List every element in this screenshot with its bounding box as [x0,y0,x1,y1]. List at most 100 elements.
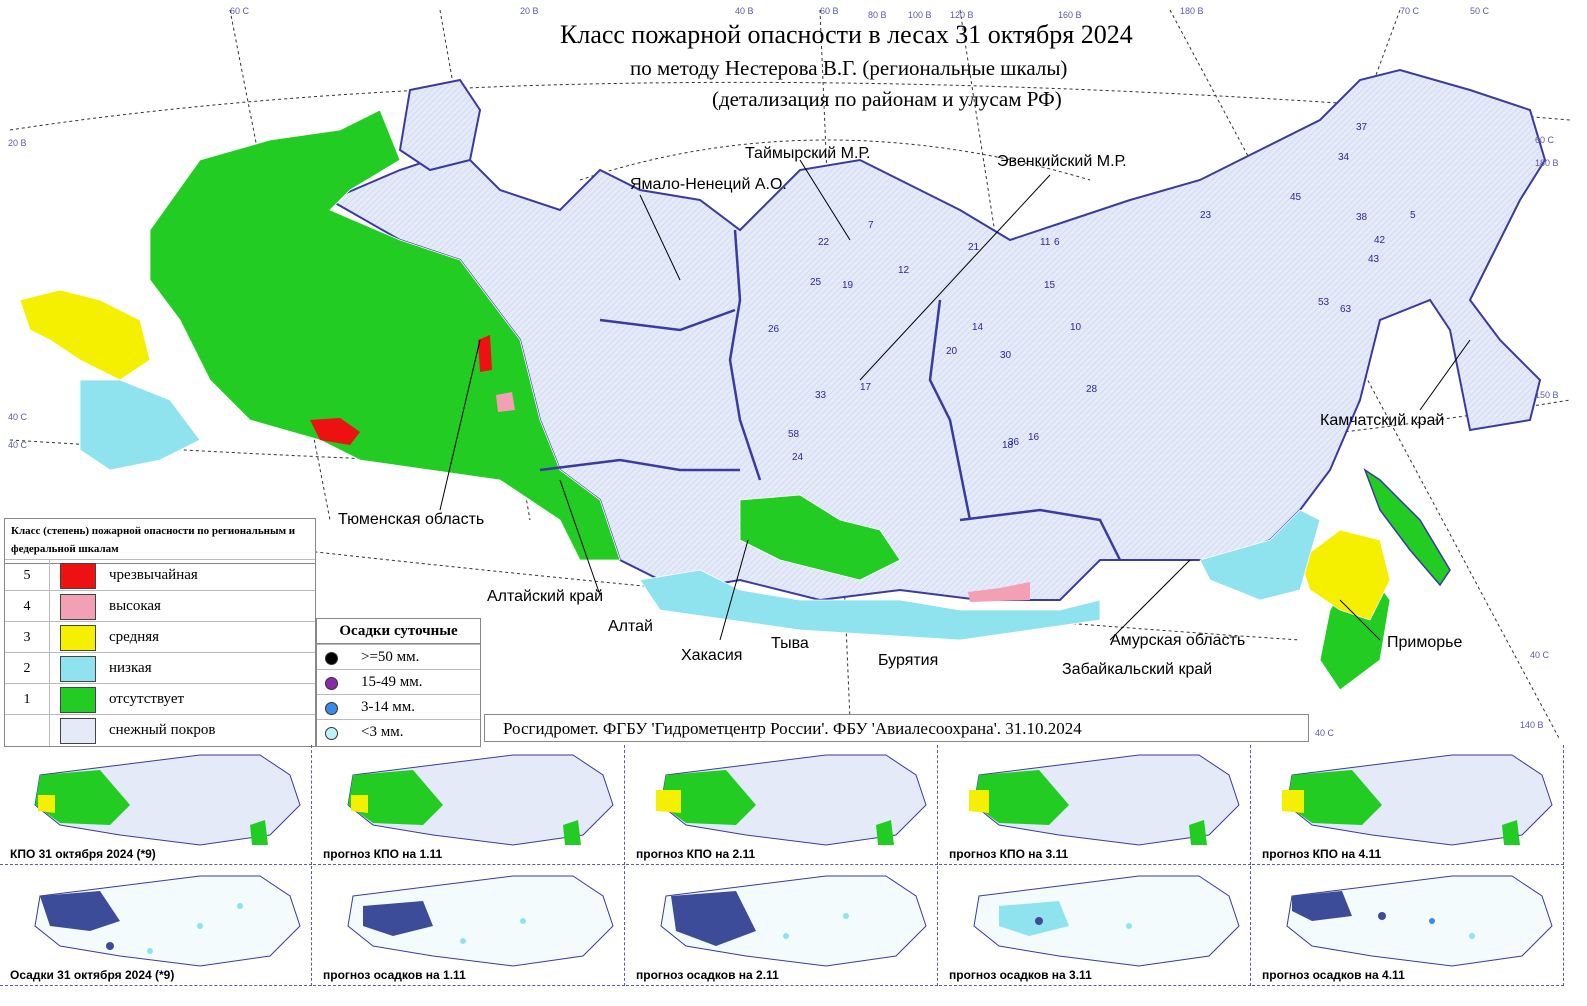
thumbnail-precip-3[interactable]: прогноз осадков на 3.11 [939,866,1251,986]
class2-south [639,569,1101,641]
district-number: 15 [1044,280,1056,291]
district-numbers: 22 19 25 33 17 12 7 14 20 30 26 23 11 6 … [768,122,1416,463]
sakhalin [1363,468,1451,587]
district-number: 28 [1086,384,1098,395]
snow-north-west [398,78,482,172]
class5-spot-1 [310,418,360,445]
thumbnail-caption: прогноз осадков на 2.11 [636,968,779,982]
coord-label: 40 С [1315,728,1335,738]
district-number: 7 [868,220,874,231]
map-subtitle-detail: (детализация по районам и улусам РФ) [712,87,1062,111]
district-number: 37 [1356,122,1368,133]
thumb-map [656,754,927,846]
legend-label: отсутствует [109,691,185,707]
district-number: 22 [818,237,830,248]
precip-dot-icon [325,727,338,740]
district-number: 26 [768,324,780,335]
class1-west [149,109,621,561]
class3-west [19,289,151,381]
district-number: 30 [1000,350,1012,361]
coord-label: 50 С [1470,6,1490,16]
thumbnail-fire-2[interactable]: прогноз КПО на 2.11 [626,745,938,865]
district-number: 23 [1200,210,1212,221]
region-label-taimyr: Таймырский М.Р. [745,145,871,162]
precip-legend-label: >=50 мм. [361,649,420,665]
thumbnail-precip-0[interactable]: Осадки 31 октября 2024 (*9) [0,866,312,986]
district-number: 6 [1054,237,1060,248]
district-number: 53 [1318,297,1330,308]
district-number: 33 [815,390,827,401]
region-label-buryatia: Бурятия [878,652,939,669]
thumbnail-fire-1[interactable]: прогноз КПО на 1.11 [313,745,625,865]
legend-swatch [60,594,96,620]
precipitation-legend: Осадки суточные >=50 мм. 15-49 мм. 3-14 … [316,618,481,747]
thumbnail-caption: прогноз осадков на 1.11 [323,968,466,982]
thumb-map [1286,875,1553,967]
class2-west [79,379,201,471]
thumbnail-precip-4[interactable]: прогноз осадков на 4.11 [1252,866,1564,986]
thumbnail-precip-2[interactable]: прогноз осадков на 2.11 [626,866,938,986]
region-label-kamchatka: Камчатский край [1320,412,1445,429]
legend-row: 3 средняя [5,621,315,653]
class2-amur [1199,509,1321,601]
district-number: 36 [1008,437,1020,448]
thumbnail-fire-4[interactable]: прогноз КПО на 4.11 [1252,745,1564,865]
region-label-amur: Амурская область [1110,632,1246,649]
coord-label: 40 С [8,440,28,450]
thumbnail-caption: прогноз КПО на 4.11 [1262,847,1382,861]
map-subtitle-method: по методу Нестерова В.Г. (региональные ш… [630,56,1068,80]
region-label-tyva: Тыва [771,635,809,652]
legend-row: 1 отсутствует [5,683,315,715]
thumbnail-caption: прогноз КПО на 3.11 [949,847,1069,861]
district-number: 19 [842,280,854,291]
precip-legend-label: 3-14 мм. [361,699,415,715]
fire-class-legend: Класс (степень) пожарной опасности по ре… [4,518,316,747]
district-number: 10 [1070,322,1082,333]
thumb-map [1282,754,1553,846]
district-number: 14 [972,322,984,333]
district-number: 43 [1368,254,1380,265]
legend-swatch [60,625,96,651]
district-number: 17 [860,382,872,393]
forecast-thumbnails: КПО 31 октября 2024 (*9) прогноз КПО на … [0,745,1565,1006]
region-label-zabaikalsky: Забайкальский край [1062,661,1213,678]
class4-spot-2 [968,582,1030,602]
precip-dot-icon [325,702,338,715]
thumbnail-caption: прогноз осадков на 3.11 [949,968,1092,982]
thumbnail-precip-1[interactable]: прогноз осадков на 1.11 [313,866,625,986]
thumbnail-fire-3[interactable]: прогноз КПО на 3.11 [939,745,1251,865]
coord-label: 60 С [230,6,250,16]
coord-label: 180 В [1180,6,1204,16]
district-number: 42 [1374,235,1386,246]
thumbnail-caption: Осадки 31 октября 2024 (*9) [10,968,175,982]
data-source-credit: Росгидромет. ФГБУ 'Гидрометцентр России'… [484,714,1309,742]
precip-legend-label: <3 мм. [361,724,404,740]
district-number: 11 [1040,237,1051,248]
legend-row: 4 высокая [5,590,315,622]
district-number: 5 [1410,210,1416,221]
district-number: 63 [1340,304,1352,315]
coord-label: 40 С [8,412,28,422]
thumbnail-caption: прогноз осадков на 4.11 [1262,968,1405,982]
legend-swatch [60,656,96,682]
legend-header: Класс (степень) пожарной опасности по ре… [5,519,315,564]
legend-label: снежный покров [109,722,216,738]
legend-row: снежный покров [5,714,315,746]
legend-class-number: 3 [5,622,50,653]
legend-swatch [60,718,96,744]
region-label-altai: Алтай [608,618,653,635]
district-number: 18 [1002,440,1014,451]
coord-label: 140 В [1520,720,1544,730]
legend-row: 2 низкая [5,652,315,684]
thumb-map [973,875,1240,967]
thumbnail-fire-0[interactable]: КПО 31 октября 2024 (*9) [0,745,312,865]
thumb-map [660,875,927,967]
region-label-tyumen: Тюменская область [338,511,485,528]
coord-label: 120 В [950,10,974,20]
thumb-map [34,754,301,846]
coord-label: 100 В [908,10,932,20]
district-number: 45 [1290,192,1302,203]
legend-label: высокая [109,598,161,614]
district-number: 58 [788,429,800,440]
district-number: 25 [810,277,822,288]
